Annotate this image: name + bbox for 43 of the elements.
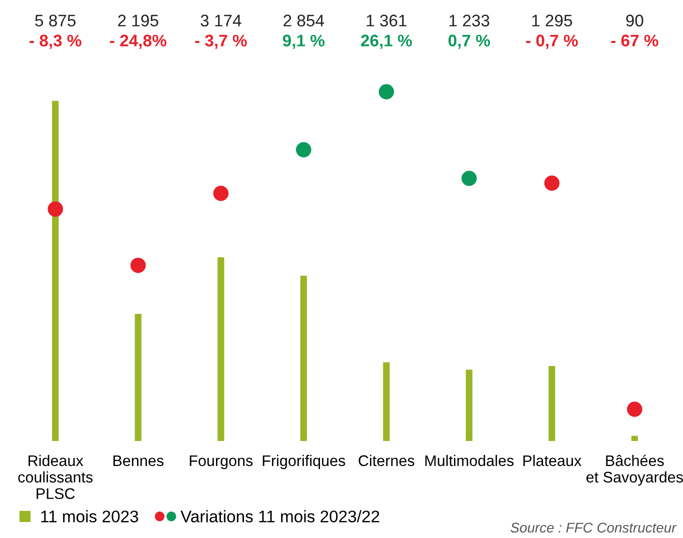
data-label: - 0,7 % [526, 34, 578, 49]
data-label: 1 361 [366, 14, 406, 26]
data-label: 26,1 % [361, 34, 412, 49]
point [544, 176, 560, 191]
point [48, 201, 64, 217]
point [130, 258, 146, 273]
x-tick-label: Bâchées et Savoyardes [586, 454, 683, 486]
data-label: 1 295 [532, 14, 572, 26]
x-tick-label: Plateaux [523, 454, 582, 466]
bar [548, 366, 556, 441]
x-tick-label: Frigorifiques [262, 454, 346, 470]
data-label: - 24,8% [110, 34, 166, 49]
point [213, 186, 229, 202]
point [626, 402, 642, 417]
data-label: - 8,3 % [30, 34, 82, 49]
data-label: 9,1 % [282, 34, 324, 49]
bar [300, 276, 307, 441]
data-label: 90 [626, 14, 644, 26]
bar [631, 436, 638, 441]
point [296, 142, 312, 158]
data-label: 2 854 [284, 14, 324, 26]
legend-label: Variations 11 mois 2023/22 [180, 510, 380, 522]
data-label: 2 195 [118, 14, 158, 26]
legend-label: 11 mois 2023 [41, 510, 138, 522]
data-label: 5 875 [35, 14, 76, 26]
point [461, 170, 477, 186]
data-label: 3 174 [200, 14, 242, 26]
bar [134, 314, 142, 441]
x-tick-label: Bennes [113, 455, 164, 466]
bar [52, 100, 59, 441]
bar [383, 362, 390, 441]
source-note: Source : FFC Constructeur [510, 522, 677, 533]
data-label: - 67 % [611, 34, 658, 46]
bar [218, 257, 224, 441]
data-label: 1 233 [450, 14, 490, 26]
point [378, 84, 394, 100]
x-tick-label: Multimodales [425, 454, 514, 466]
x-tick-label: Citernes [358, 454, 414, 466]
bar [466, 370, 472, 441]
data-label: - 3,7 % [195, 34, 247, 49]
data-label: 0,7 % [448, 34, 490, 49]
x-tick-label: Fourgons [190, 455, 253, 470]
x-tick-label: Rideaux coulissants PLSC [18, 454, 93, 500]
